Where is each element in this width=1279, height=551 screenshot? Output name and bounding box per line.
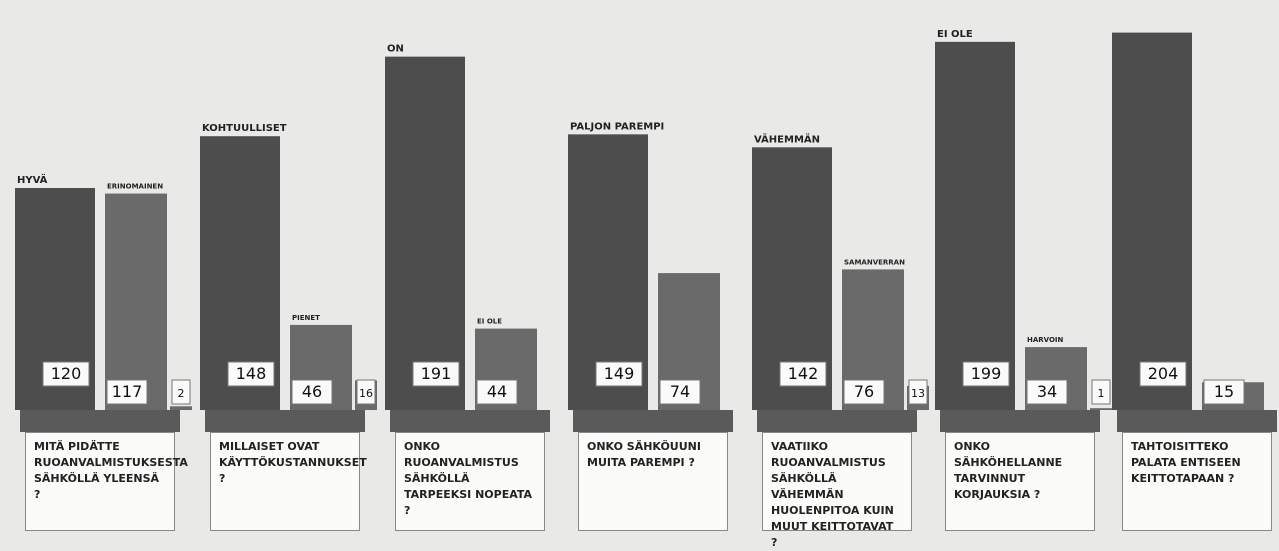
question: Millaiset ovat käyttökustannukset ? bbox=[210, 432, 360, 531]
bar-label: EI OLE bbox=[477, 318, 502, 326]
bar-label: KOHTUULLISET bbox=[202, 123, 287, 134]
value-label: 117 bbox=[112, 382, 143, 401]
value-label: 204 bbox=[1148, 364, 1179, 383]
question: Mitä pidätte ruoanvalmistuksesta sähköll… bbox=[25, 432, 175, 531]
bar bbox=[170, 406, 192, 410]
value-label: 120 bbox=[51, 364, 82, 383]
question: Vaatiiko ruoanvalmistus sähköllä vähemmä… bbox=[762, 432, 912, 531]
bar bbox=[935, 42, 1015, 410]
bar-label: HYVÄ bbox=[17, 172, 48, 186]
ballot-box bbox=[20, 410, 180, 432]
bar bbox=[1090, 408, 1112, 410]
value-label: 16 bbox=[359, 387, 373, 400]
bar-label: HARVOIN bbox=[1027, 336, 1064, 344]
bar-label: PIENET bbox=[292, 314, 320, 322]
value-label: 44 bbox=[487, 382, 507, 401]
value-label: 149 bbox=[604, 364, 635, 383]
bar-label: ON bbox=[387, 44, 404, 55]
ballot-box bbox=[205, 410, 365, 432]
bar-label: ERINOMAINEN bbox=[107, 183, 163, 191]
bar bbox=[105, 194, 167, 410]
bar bbox=[1112, 33, 1192, 410]
bar bbox=[385, 57, 465, 410]
value-label: 13 bbox=[911, 387, 925, 400]
ballot-box bbox=[1117, 410, 1277, 432]
value-label: 199 bbox=[971, 364, 1002, 383]
value-label: 148 bbox=[236, 364, 267, 383]
bar-label: EI OLE bbox=[937, 29, 973, 40]
value-label: 2 bbox=[178, 387, 185, 400]
value-label: 46 bbox=[302, 382, 322, 401]
bar-label: SAMANVERRAN bbox=[844, 258, 905, 266]
bar-label: PALJON PAREMPI bbox=[570, 121, 664, 132]
question: Onko sähköhellanne tarvinnut korjauksia … bbox=[945, 432, 1095, 531]
value-label: 76 bbox=[854, 382, 874, 401]
value-label: 15 bbox=[1214, 382, 1234, 401]
question: Onko sähköuuni muita parempi ? bbox=[578, 432, 728, 531]
question: Tahtoisitteko palata entiseen keittotapa… bbox=[1122, 432, 1272, 531]
value-label: 1 bbox=[1098, 387, 1105, 400]
value-label: 74 bbox=[670, 382, 690, 401]
ballot-box bbox=[573, 410, 733, 432]
ballot-box bbox=[757, 410, 917, 432]
value-label: 142 bbox=[788, 364, 819, 383]
value-label: 34 bbox=[1037, 382, 1057, 401]
ballot-box bbox=[940, 410, 1100, 432]
bar-label: VÄHEMMÄN bbox=[754, 131, 820, 145]
question: Onko ruoanvalmistus sähköllä tarpeeksi n… bbox=[395, 432, 545, 531]
ballot-box bbox=[390, 410, 550, 432]
value-label: 191 bbox=[421, 364, 452, 383]
infographic: HYVÄ 120 ERINOMAINEN 117 2 KOHTUULLISET 148 PIE… bbox=[0, 0, 1279, 531]
